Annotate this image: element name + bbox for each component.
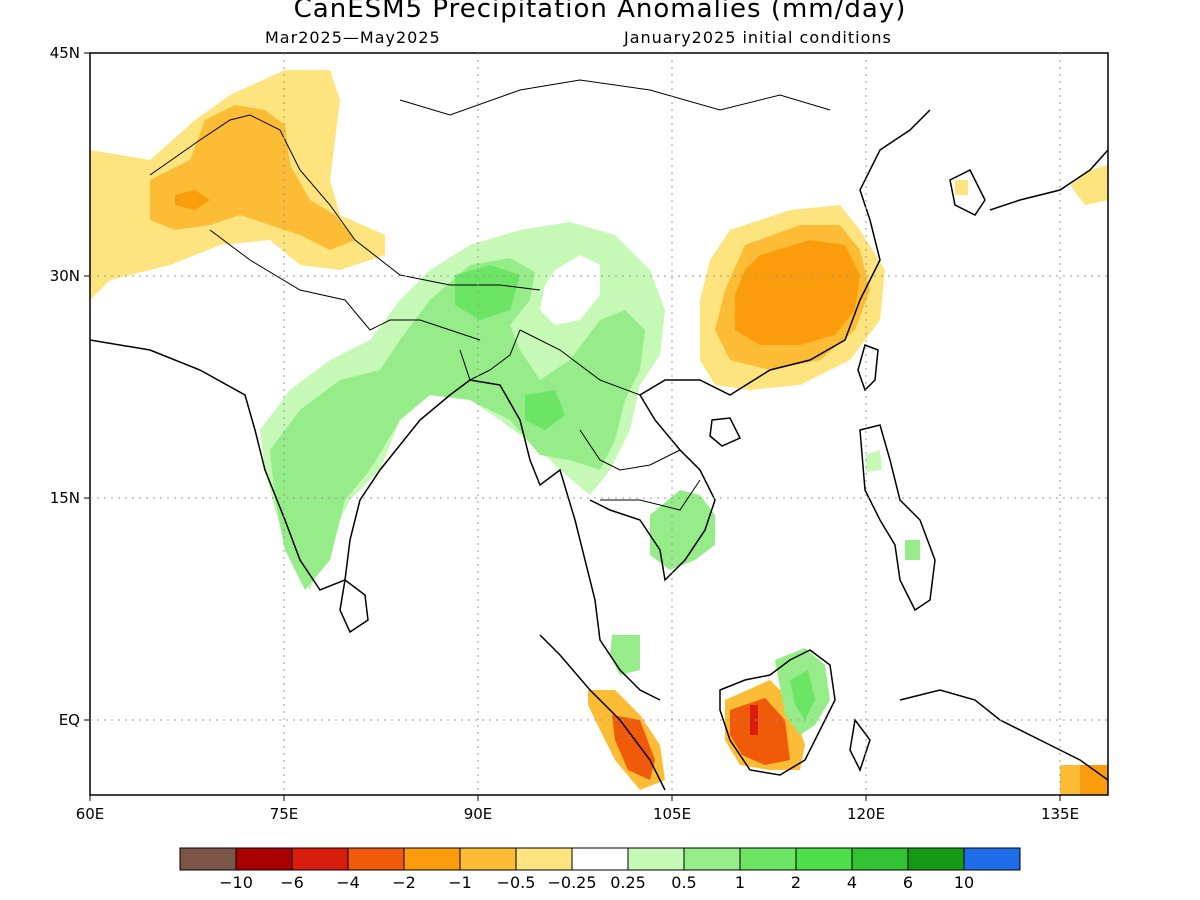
forecast-period: Mar2025—May2025	[265, 28, 441, 47]
anomaly-wet-peak-myanmar	[525, 390, 565, 430]
initial-conditions: January2025 initial conditions	[624, 28, 892, 47]
colorbar-swatch	[795, 847, 853, 871]
axis-labels: 45N 30N 15N EQ 60E 75E 90E 105E 120E 135E	[50, 44, 1079, 823]
colorbar-label: 10	[954, 873, 974, 892]
anomaly-wet-south-asia-mid	[270, 258, 645, 590]
anomaly-wet-sumatra-north	[610, 635, 640, 675]
lon-label: 90E	[464, 805, 493, 823]
colorbar-label: −1	[448, 873, 472, 892]
colorbar-swatch	[459, 847, 517, 871]
lon-label: 75E	[270, 805, 299, 823]
anomaly-wet-hole	[540, 255, 600, 325]
colorbar-swatch	[291, 847, 349, 871]
anomaly-wet-borneo-core	[790, 670, 815, 720]
lon-label: 60E	[76, 805, 105, 823]
colorbar-label: −0.5	[497, 873, 536, 892]
colorbar-labels: −10 −6 −4 −2 −1 −0.5 −0.25 0.25 0.5 1 2 4 6 10	[219, 873, 974, 892]
lat-label: EQ	[59, 711, 80, 729]
lat-label: 45N	[50, 44, 80, 62]
country-borders	[149, 79, 831, 511]
anomaly-shading	[90, 70, 1108, 795]
anomaly-dry-northwest-peak	[175, 190, 210, 210]
colorbar-label: −0.25	[547, 873, 596, 892]
colorbar-swatch	[403, 847, 461, 871]
colorbar-swatch	[627, 847, 685, 871]
colorbar-label: 0.25	[610, 873, 646, 892]
plot-frame	[89, 52, 1109, 796]
anomaly-dry-borneo-peak	[750, 705, 758, 735]
anomaly-wet-peak-bangladesh	[455, 265, 520, 320]
colorbar-swatch	[179, 847, 237, 871]
colorbar-label: 0.5	[671, 873, 696, 892]
colorbar-label: −4	[336, 873, 360, 892]
lon-label: 120E	[847, 805, 885, 823]
colorbar-swatch	[347, 847, 405, 871]
colorbar-swatch	[907, 847, 965, 871]
lon-label: 135E	[1041, 805, 1079, 823]
anomaly-dry-sumatra-core	[612, 715, 655, 780]
lat-label: 30N	[50, 267, 80, 285]
graticule	[84, 52, 1108, 801]
anomaly-wet-philippines	[905, 540, 920, 560]
colorbar-swatch	[851, 847, 909, 871]
anomaly-dry-japan	[1070, 165, 1108, 205]
colorbar-swatch	[235, 847, 293, 871]
anomaly-dry-borneo-core	[730, 698, 790, 765]
colorbar-label: 6	[903, 873, 913, 892]
anomaly-dry-korea	[955, 180, 968, 195]
coastlines	[90, 109, 1108, 791]
colorbar-swatch	[571, 847, 629, 871]
colorbar-swatch	[739, 847, 797, 871]
anomaly-dry-newguinea-core	[1080, 765, 1108, 795]
colorbar-label: −10	[219, 873, 253, 892]
map-title: CanESM5 Precipitation Anomalies (mm/day)	[293, 0, 907, 24]
lat-label: 15N	[50, 489, 80, 507]
colorbar-label: −2	[392, 873, 416, 892]
anomaly-dry-east-china-peak	[735, 240, 860, 345]
colorbar-label: 1	[735, 873, 745, 892]
anomaly-wet-indochina	[650, 490, 715, 570]
colorbar-label: 2	[791, 873, 801, 892]
anomaly-wet-hainan	[865, 450, 882, 472]
lon-label: 105E	[653, 805, 691, 823]
colorbar-label: 4	[847, 873, 857, 892]
colorbar	[179, 847, 1021, 871]
colorbar-label: −6	[280, 873, 304, 892]
colorbar-swatch	[963, 847, 1021, 871]
colorbar-swatch	[683, 847, 741, 871]
anomaly-dry-northwest-core	[150, 105, 355, 250]
colorbar-swatch	[515, 847, 573, 871]
